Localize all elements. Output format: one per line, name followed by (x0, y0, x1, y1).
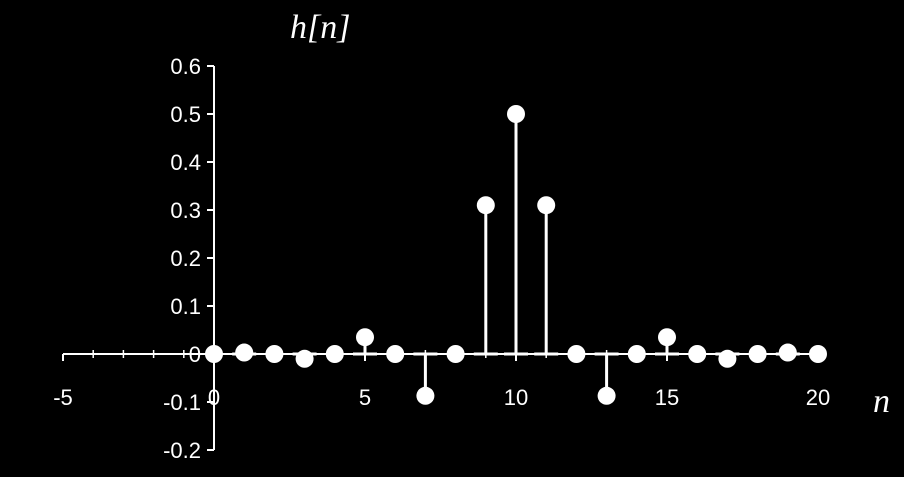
x-tick-label: 15 (655, 385, 679, 410)
y-tick-label: -0.1 (163, 390, 201, 415)
stem-marker (809, 345, 827, 363)
x-tick-label: -5 (53, 385, 73, 410)
tick-labels: 0.6 0.5 0.4 0.3 0.2 0.1 0 -0.1 -0.2 -5 0 5 10 15 20 (53, 54, 830, 463)
stems (205, 105, 827, 405)
y-tick-label: 0.6 (170, 54, 201, 79)
stem-marker (235, 343, 254, 362)
stem-marker (416, 386, 435, 405)
stem-marker (718, 349, 737, 368)
y-axis-title: h[n] (290, 9, 350, 46)
stem-marker (356, 328, 374, 347)
y-tick-label: -0.2 (163, 438, 201, 463)
stem-marker (778, 343, 797, 362)
stem-marker (748, 345, 767, 363)
x-tick-label: 5 (359, 385, 371, 410)
stem-marker (658, 328, 676, 347)
y-tick-label: 0.2 (170, 246, 201, 271)
stem-marker (627, 345, 646, 363)
x-tick-label: 10 (504, 385, 528, 410)
y-tick-label: 0.4 (170, 150, 201, 175)
y-tick-label: 0.3 (170, 198, 201, 223)
stem-marker (265, 345, 284, 363)
stem-marker (446, 345, 465, 363)
stem-marker (537, 196, 556, 215)
x-axis-title: n (873, 383, 890, 420)
stem-marker (205, 345, 223, 363)
x-tick-label: 20 (806, 385, 830, 410)
x-tick-label: 0 (208, 385, 220, 410)
y-tick-label: 0.5 (170, 102, 201, 127)
stem-marker (295, 349, 314, 368)
stem-marker (476, 196, 495, 215)
y-axis-title-text: h[n] (290, 9, 350, 46)
stem-marker (386, 345, 405, 363)
stem-marker (688, 345, 707, 363)
y-tick-label: 0 (189, 342, 201, 367)
y-tick-label: 0.1 (170, 294, 201, 319)
stem-marker (325, 345, 344, 363)
stem-marker (597, 386, 616, 405)
stem-marker (567, 345, 586, 363)
stem-marker (507, 105, 525, 123)
